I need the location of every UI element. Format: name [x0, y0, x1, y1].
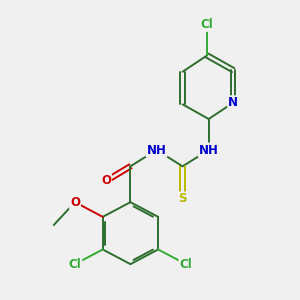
Text: Cl: Cl: [179, 258, 192, 271]
Text: O: O: [70, 196, 80, 209]
Text: NH: NH: [147, 143, 166, 157]
Text: O: O: [101, 175, 111, 188]
Text: Cl: Cl: [201, 18, 213, 31]
Text: NH: NH: [199, 143, 219, 157]
Text: S: S: [178, 192, 187, 206]
Text: Cl: Cl: [69, 258, 81, 271]
Text: N: N: [228, 96, 238, 109]
